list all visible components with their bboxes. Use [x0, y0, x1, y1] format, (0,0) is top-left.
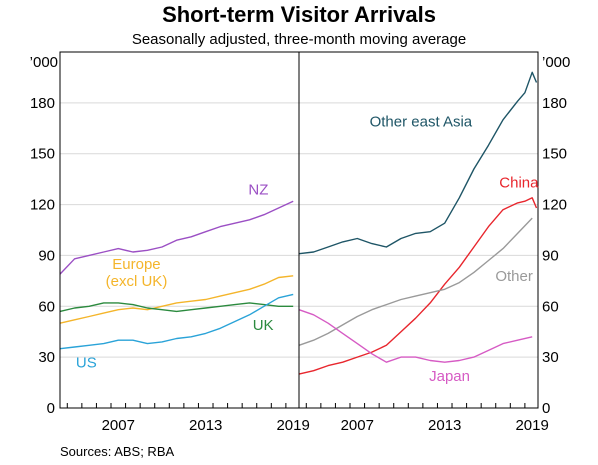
series-label-china: China — [499, 175, 539, 192]
right-y-tick-label: 0 — [542, 400, 550, 417]
right-y-tick-label: 180 — [542, 95, 567, 112]
right-gridlines — [299, 102, 538, 358]
series-label-europe: Europe — [112, 256, 160, 273]
series-label-other: Other — [495, 268, 533, 285]
series-line-other — [298, 217, 533, 346]
right-y-tick-label: 60 — [542, 298, 559, 315]
right-y-tick-label: 120 — [542, 197, 567, 214]
left-gridlines — [60, 102, 299, 358]
left-y-tick-label: 150 — [30, 146, 55, 163]
source-note: Sources: ABS; RBA — [60, 444, 174, 459]
series-label-nz: NZ — [248, 181, 268, 198]
x-tick-label: 2019 — [515, 417, 548, 434]
series-line-nz — [59, 200, 294, 275]
series-label-subtext: (excl UK) — [106, 273, 168, 290]
x-tick-label: 2007 — [341, 417, 374, 434]
left-unit-label: ’000 — [30, 54, 58, 71]
series-label-japan: Japan — [429, 368, 470, 385]
left-series-lines — [59, 200, 294, 350]
right-y-tick-label: 90 — [542, 247, 559, 264]
series-line-europe — [59, 275, 294, 324]
x-tick-label: 2013 — [428, 417, 461, 434]
right-y-tick-label: 30 — [542, 349, 559, 366]
right-series-lines — [298, 71, 538, 375]
x-tick-label: 2007 — [102, 417, 135, 434]
left-y-tick-label: 30 — [38, 349, 55, 366]
series-line-china — [298, 197, 538, 375]
x-tick-label: 2019 — [276, 417, 309, 434]
series-label-other-east-asia: Other east Asia — [370, 114, 473, 131]
series-label-us: US — [76, 354, 97, 371]
left-y-tick-label: 120 — [30, 197, 55, 214]
series-line-us — [59, 293, 294, 350]
left-y-tick-label: 90 — [38, 247, 55, 264]
chart-title: Short-term Visitor Arrivals — [162, 2, 436, 27]
right-y-tick-label: 150 — [542, 146, 567, 163]
series-line-other-east-asia — [298, 71, 538, 255]
series-line-uk — [59, 302, 294, 313]
series-label-uk: UK — [253, 317, 274, 334]
series-labels: NZ Europe(excl UK) UK US Other east Asia Chin… — [76, 114, 539, 385]
series-line-japan — [298, 309, 533, 363]
x-tick-label: 2013 — [189, 417, 222, 434]
left-y-tick-label: 60 — [38, 298, 55, 315]
chart-subtitle: Seasonally adjusted, three-month moving … — [132, 31, 466, 48]
left-y-tick-label: 0 — [47, 400, 55, 417]
right-unit-label: ’000 — [542, 54, 570, 71]
left-y-tick-label: 180 — [30, 95, 55, 112]
